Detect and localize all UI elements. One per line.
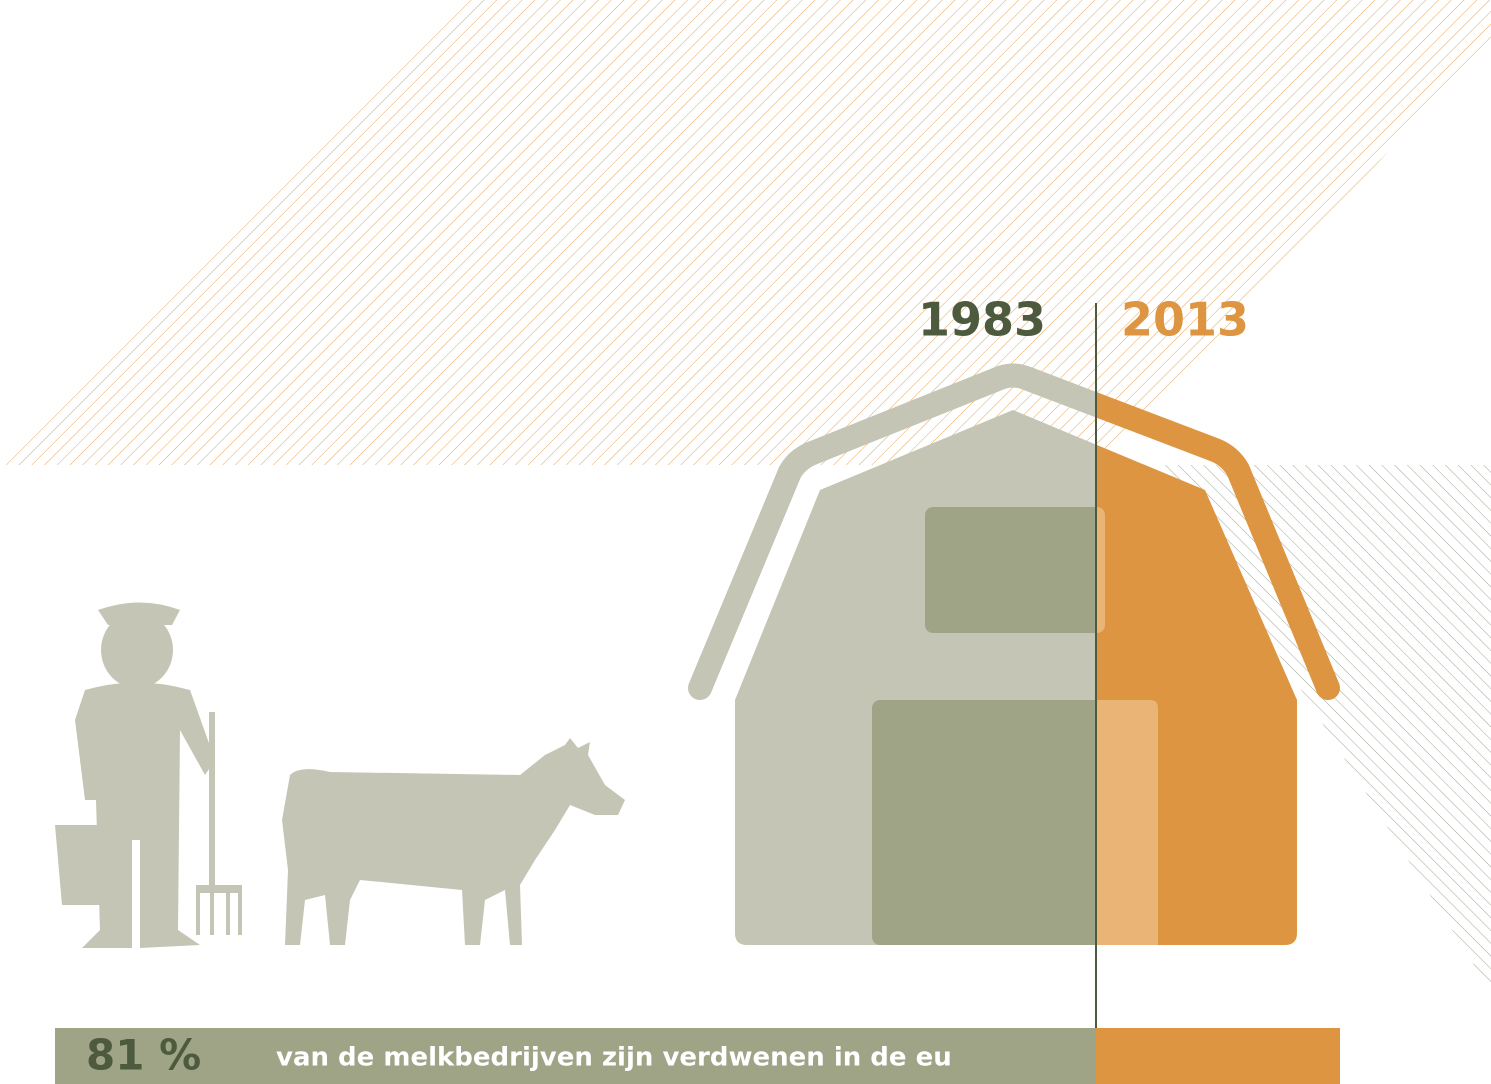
farmer: [55, 602, 242, 948]
year-after: 2013: [1121, 293, 1249, 347]
year-before: 1983: [918, 293, 1046, 347]
stat-text: van de melkbedrijven zijn verdwenen in d…: [276, 1043, 952, 1073]
hatch-orange: [0, 0, 1491, 465]
cow: [282, 738, 625, 945]
stat-figure: 81 %: [86, 1031, 201, 1080]
stat-bar-after: [1096, 1028, 1340, 1084]
barn: [688, 363, 1340, 945]
stat-bar-before: [55, 1028, 1096, 1084]
